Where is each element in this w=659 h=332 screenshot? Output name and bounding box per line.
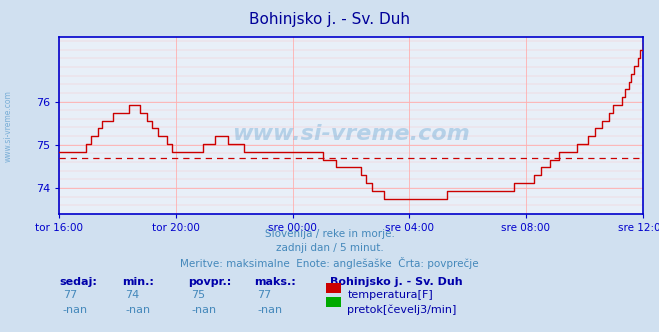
Text: -nan: -nan <box>125 305 150 315</box>
Text: maks.:: maks.: <box>254 277 295 287</box>
Text: -nan: -nan <box>63 305 88 315</box>
Text: sedaj:: sedaj: <box>59 277 97 287</box>
Text: pretok[čevelj3/min]: pretok[čevelj3/min] <box>347 305 457 315</box>
Text: -nan: -nan <box>191 305 216 315</box>
Text: 77: 77 <box>257 290 272 300</box>
Text: www.si-vreme.com: www.si-vreme.com <box>232 124 470 144</box>
Text: Meritve: maksimalne  Enote: anglešaške  Črta: povprečje: Meritve: maksimalne Enote: anglešaške Čr… <box>180 257 479 269</box>
Text: povpr.:: povpr.: <box>188 277 231 287</box>
Text: 75: 75 <box>191 290 205 300</box>
Text: 77: 77 <box>63 290 77 300</box>
Text: www.si-vreme.com: www.si-vreme.com <box>3 90 13 162</box>
Text: Bohinjsko j. - Sv. Duh: Bohinjsko j. - Sv. Duh <box>249 12 410 27</box>
Text: temperatura[F]: temperatura[F] <box>347 290 433 300</box>
Text: zadnji dan / 5 minut.: zadnji dan / 5 minut. <box>275 243 384 253</box>
Text: 74: 74 <box>125 290 140 300</box>
Text: min.:: min.: <box>122 277 154 287</box>
Text: Bohinjsko j. - Sv. Duh: Bohinjsko j. - Sv. Duh <box>330 277 462 287</box>
Text: -nan: -nan <box>257 305 282 315</box>
Text: Slovenija / reke in morje.: Slovenija / reke in morje. <box>264 229 395 239</box>
